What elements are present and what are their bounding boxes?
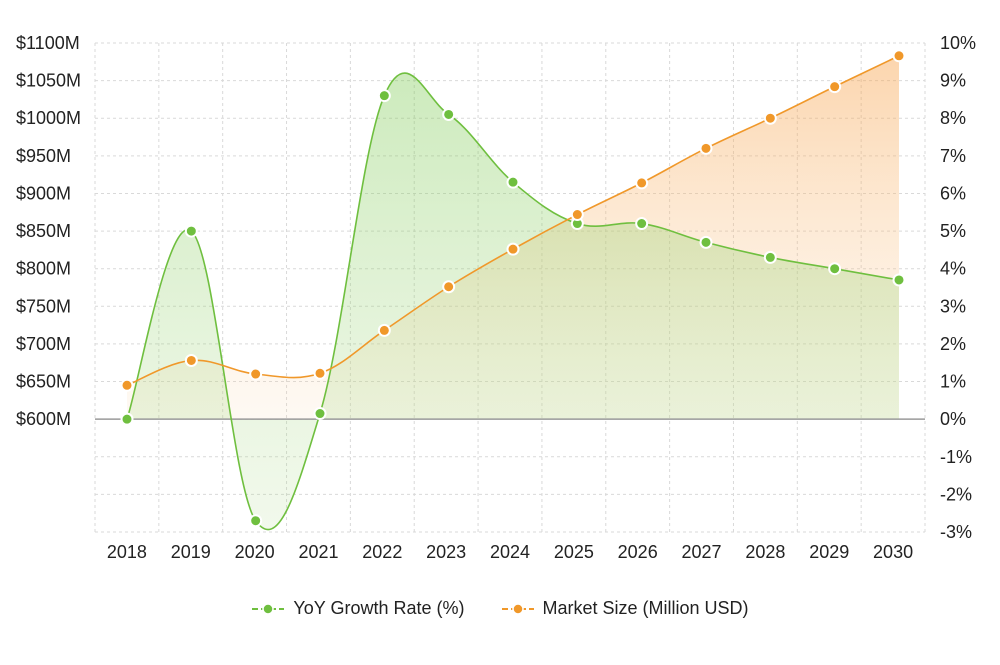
x-tick-label: 2024 xyxy=(490,542,530,562)
point-growth-rate-2022 xyxy=(377,89,391,103)
x-tick-label: 2025 xyxy=(554,542,594,562)
x-tick-label: 2030 xyxy=(873,542,913,562)
point-growth-rate-2021 xyxy=(313,407,327,421)
line-growth-rate xyxy=(126,72,900,531)
y-left-tick-label: $750M xyxy=(16,296,71,316)
legend: YoY Growth Rate (%) Market Size (Million… xyxy=(0,598,1000,619)
x-tick-label: 2022 xyxy=(362,542,402,562)
y-left-tick-label: $1100M xyxy=(16,33,80,53)
x-tick-label: 2018 xyxy=(107,542,147,562)
x-tick-label: 2020 xyxy=(235,542,275,562)
point-growth-rate-2028 xyxy=(763,250,777,264)
legend-item-growth[interactable]: YoY Growth Rate (%) xyxy=(251,598,465,619)
point-market-size-2022 xyxy=(377,323,391,337)
y-right-tick-label: 9% xyxy=(940,71,966,91)
point-market-size-2027 xyxy=(699,141,713,155)
y-right-tick-label: -2% xyxy=(940,484,972,504)
point-growth-rate-2019 xyxy=(184,224,198,238)
point-market-size-2025 xyxy=(570,208,584,222)
axis-ticks: $600M $650M $700M $750M $800M $850M $900M $950M… xyxy=(16,33,976,562)
y-left-tick-label: $650M xyxy=(16,372,71,392)
y-right-tick-label: 5% xyxy=(940,221,966,241)
x-tick-label: 2028 xyxy=(745,542,785,562)
point-growth-rate-2018 xyxy=(120,412,134,426)
y-right-tick-label: 8% xyxy=(940,108,966,128)
x-tick-label: 2019 xyxy=(171,542,211,562)
legend-label-growth: YoY Growth Rate (%) xyxy=(293,598,465,618)
y-left-tick-label: $850M xyxy=(16,221,71,241)
y-right-tick-label: 1% xyxy=(940,372,966,392)
point-market-size-2026 xyxy=(635,176,649,190)
point-growth-rate-2029 xyxy=(828,262,842,276)
legend-item-market[interactable]: Market Size (Million USD) xyxy=(501,598,749,619)
point-growth-rate-2024 xyxy=(506,175,520,189)
y-right-tick-label: 3% xyxy=(940,296,966,316)
x-tick-label: 2026 xyxy=(618,542,658,562)
point-market-size-2028 xyxy=(763,111,777,125)
y-left-tick-label: $950M xyxy=(16,146,71,166)
y-left-tick-label: $700M xyxy=(16,334,71,354)
y-right-tick-label: 10% xyxy=(940,33,976,53)
point-market-size-2019 xyxy=(184,353,198,367)
series-areas xyxy=(127,55,899,530)
y-right-tick-label: 4% xyxy=(940,259,966,279)
point-market-size-2030 xyxy=(892,49,906,63)
y-right-tick-label: -1% xyxy=(940,447,972,467)
x-tick-label: 2021 xyxy=(298,542,338,562)
x-tick-label: 2023 xyxy=(426,542,466,562)
point-growth-rate-2026 xyxy=(635,217,649,231)
legend-label-market: Market Size (Million USD) xyxy=(542,598,749,618)
y-left-tick-label: $600M xyxy=(16,409,71,429)
point-market-size-2020 xyxy=(249,367,263,381)
legend-swatch-market xyxy=(501,602,534,615)
x-tick-label: 2029 xyxy=(809,542,849,562)
y-right-tick-label: 6% xyxy=(940,183,966,203)
y-left-tick-label: $1050M xyxy=(16,71,81,91)
point-growth-rate-2027 xyxy=(699,235,713,249)
point-market-size-2018 xyxy=(120,378,134,392)
point-market-size-2023 xyxy=(442,280,456,294)
point-growth-rate-2030 xyxy=(892,273,906,287)
y-right-tick-label: 7% xyxy=(940,146,966,166)
y-left-tick-label: $1000M xyxy=(16,108,81,128)
y-right-tick-label: 2% xyxy=(940,334,966,354)
legend-swatch-growth xyxy=(252,602,285,615)
point-market-size-2024 xyxy=(506,242,520,256)
point-market-size-2021 xyxy=(313,366,327,380)
y-left-tick-label: $800M xyxy=(16,259,71,279)
point-growth-rate-2023 xyxy=(442,107,456,121)
y-right-tick-label: -3% xyxy=(940,522,972,542)
y-left-tick-label: $900M xyxy=(16,183,71,203)
x-tick-label: 2027 xyxy=(682,542,722,562)
data-points xyxy=(120,49,906,528)
point-growth-rate-2020 xyxy=(249,514,263,528)
y-right-tick-label: 0% xyxy=(940,409,966,429)
point-market-size-2029 xyxy=(828,80,842,94)
